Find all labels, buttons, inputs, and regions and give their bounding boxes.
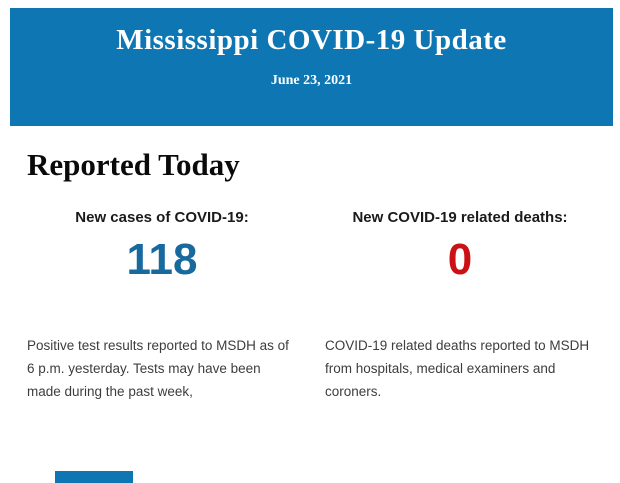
report-content: Reported Today New cases of COVID-19: 11… <box>0 126 620 403</box>
new-deaths-value: 0 <box>447 235 473 284</box>
footer-accent-bar <box>55 471 133 483</box>
new-deaths-description: COVID-19 related deaths reported to MSDH… <box>325 338 590 399</box>
report-date: June 23, 2021 <box>270 73 353 88</box>
page-title: Mississippi COVID-19 Update <box>116 24 507 56</box>
new-cases-label: New cases of COVID-19: <box>75 209 249 226</box>
stats-row: New cases of COVID-19: 118 Positive test… <box>27 209 595 403</box>
stat-new-deaths: New COVID-19 related deaths: 0 COVID-19 … <box>325 209 595 403</box>
new-cases-description: Positive test results reported to MSDH a… <box>27 338 289 399</box>
section-heading: Reported Today <box>27 147 240 182</box>
new-deaths-label: New COVID-19 related deaths: <box>352 209 568 226</box>
stat-new-cases: New cases of COVID-19: 118 Positive test… <box>27 209 297 403</box>
new-cases-value: 118 <box>126 235 198 284</box>
header-banner: Mississippi COVID-19 Update June 23, 202… <box>10 8 613 126</box>
